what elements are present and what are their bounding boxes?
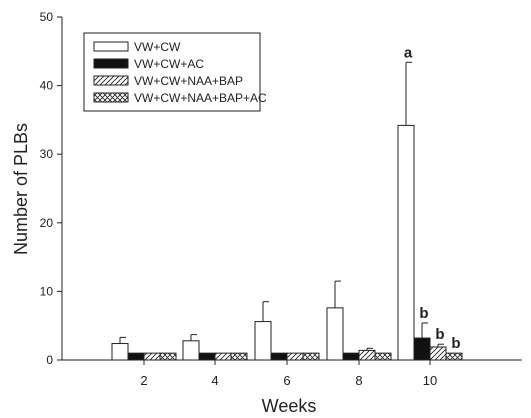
x-tick-label: 6 (283, 373, 290, 388)
legend-label: VW+CW+NAA+BAP+AC (134, 91, 267, 105)
x-tick-label: 10 (423, 373, 437, 388)
legend: VW+CW VW+CW+AC VW+CW+NAA+BAP VW+CW+NAA+BAP+… (83, 32, 267, 112)
x-tick-label: 4 (211, 373, 218, 388)
bar (413, 337, 431, 361)
x-axis: 2 4 6 8 10 (62, 359, 522, 388)
legend-label: VW+CW+AC (134, 57, 204, 71)
y-axis-label: Number of PLBs (11, 123, 31, 255)
y-tick-label: 20 (40, 216, 54, 230)
bar (429, 346, 447, 361)
x-axis-label: Weeks (262, 396, 317, 416)
significance-label: b (451, 335, 460, 352)
legend-swatch (93, 92, 129, 103)
y-tick-label: 50 (40, 10, 54, 24)
y-axis: 0 10 20 30 40 50 (40, 10, 63, 367)
significance-label: b (435, 326, 444, 343)
bar (397, 124, 415, 361)
legend-swatch (93, 75, 129, 86)
bar (182, 340, 200, 361)
bar (230, 352, 248, 361)
bar (342, 352, 360, 361)
bar (159, 352, 177, 361)
x-tick-label: 2 (140, 373, 147, 388)
bar (127, 352, 145, 361)
significance-label: b (419, 305, 428, 322)
bar (198, 352, 216, 361)
bar (111, 343, 129, 361)
bar (358, 349, 376, 361)
bars (111, 61, 463, 361)
legend-swatch (93, 41, 129, 52)
bar (254, 321, 272, 361)
y-tick-label: 0 (46, 353, 53, 367)
bar (445, 352, 463, 361)
bar (143, 352, 161, 361)
legend-label: VW+CW (134, 40, 181, 54)
bar (270, 352, 288, 361)
significance-label: a (404, 44, 413, 61)
bar (326, 307, 344, 361)
bar (374, 352, 392, 361)
y-tick-label: 30 (40, 147, 54, 161)
x-tick-label: 8 (355, 373, 362, 388)
bar (286, 352, 304, 361)
y-tick-label: 40 (40, 79, 54, 93)
legend-swatch (93, 58, 129, 69)
bar (214, 352, 232, 361)
y-tick-label: 10 (40, 284, 54, 298)
legend-label: VW+CW+NAA+BAP (134, 74, 243, 88)
bar (302, 352, 320, 361)
